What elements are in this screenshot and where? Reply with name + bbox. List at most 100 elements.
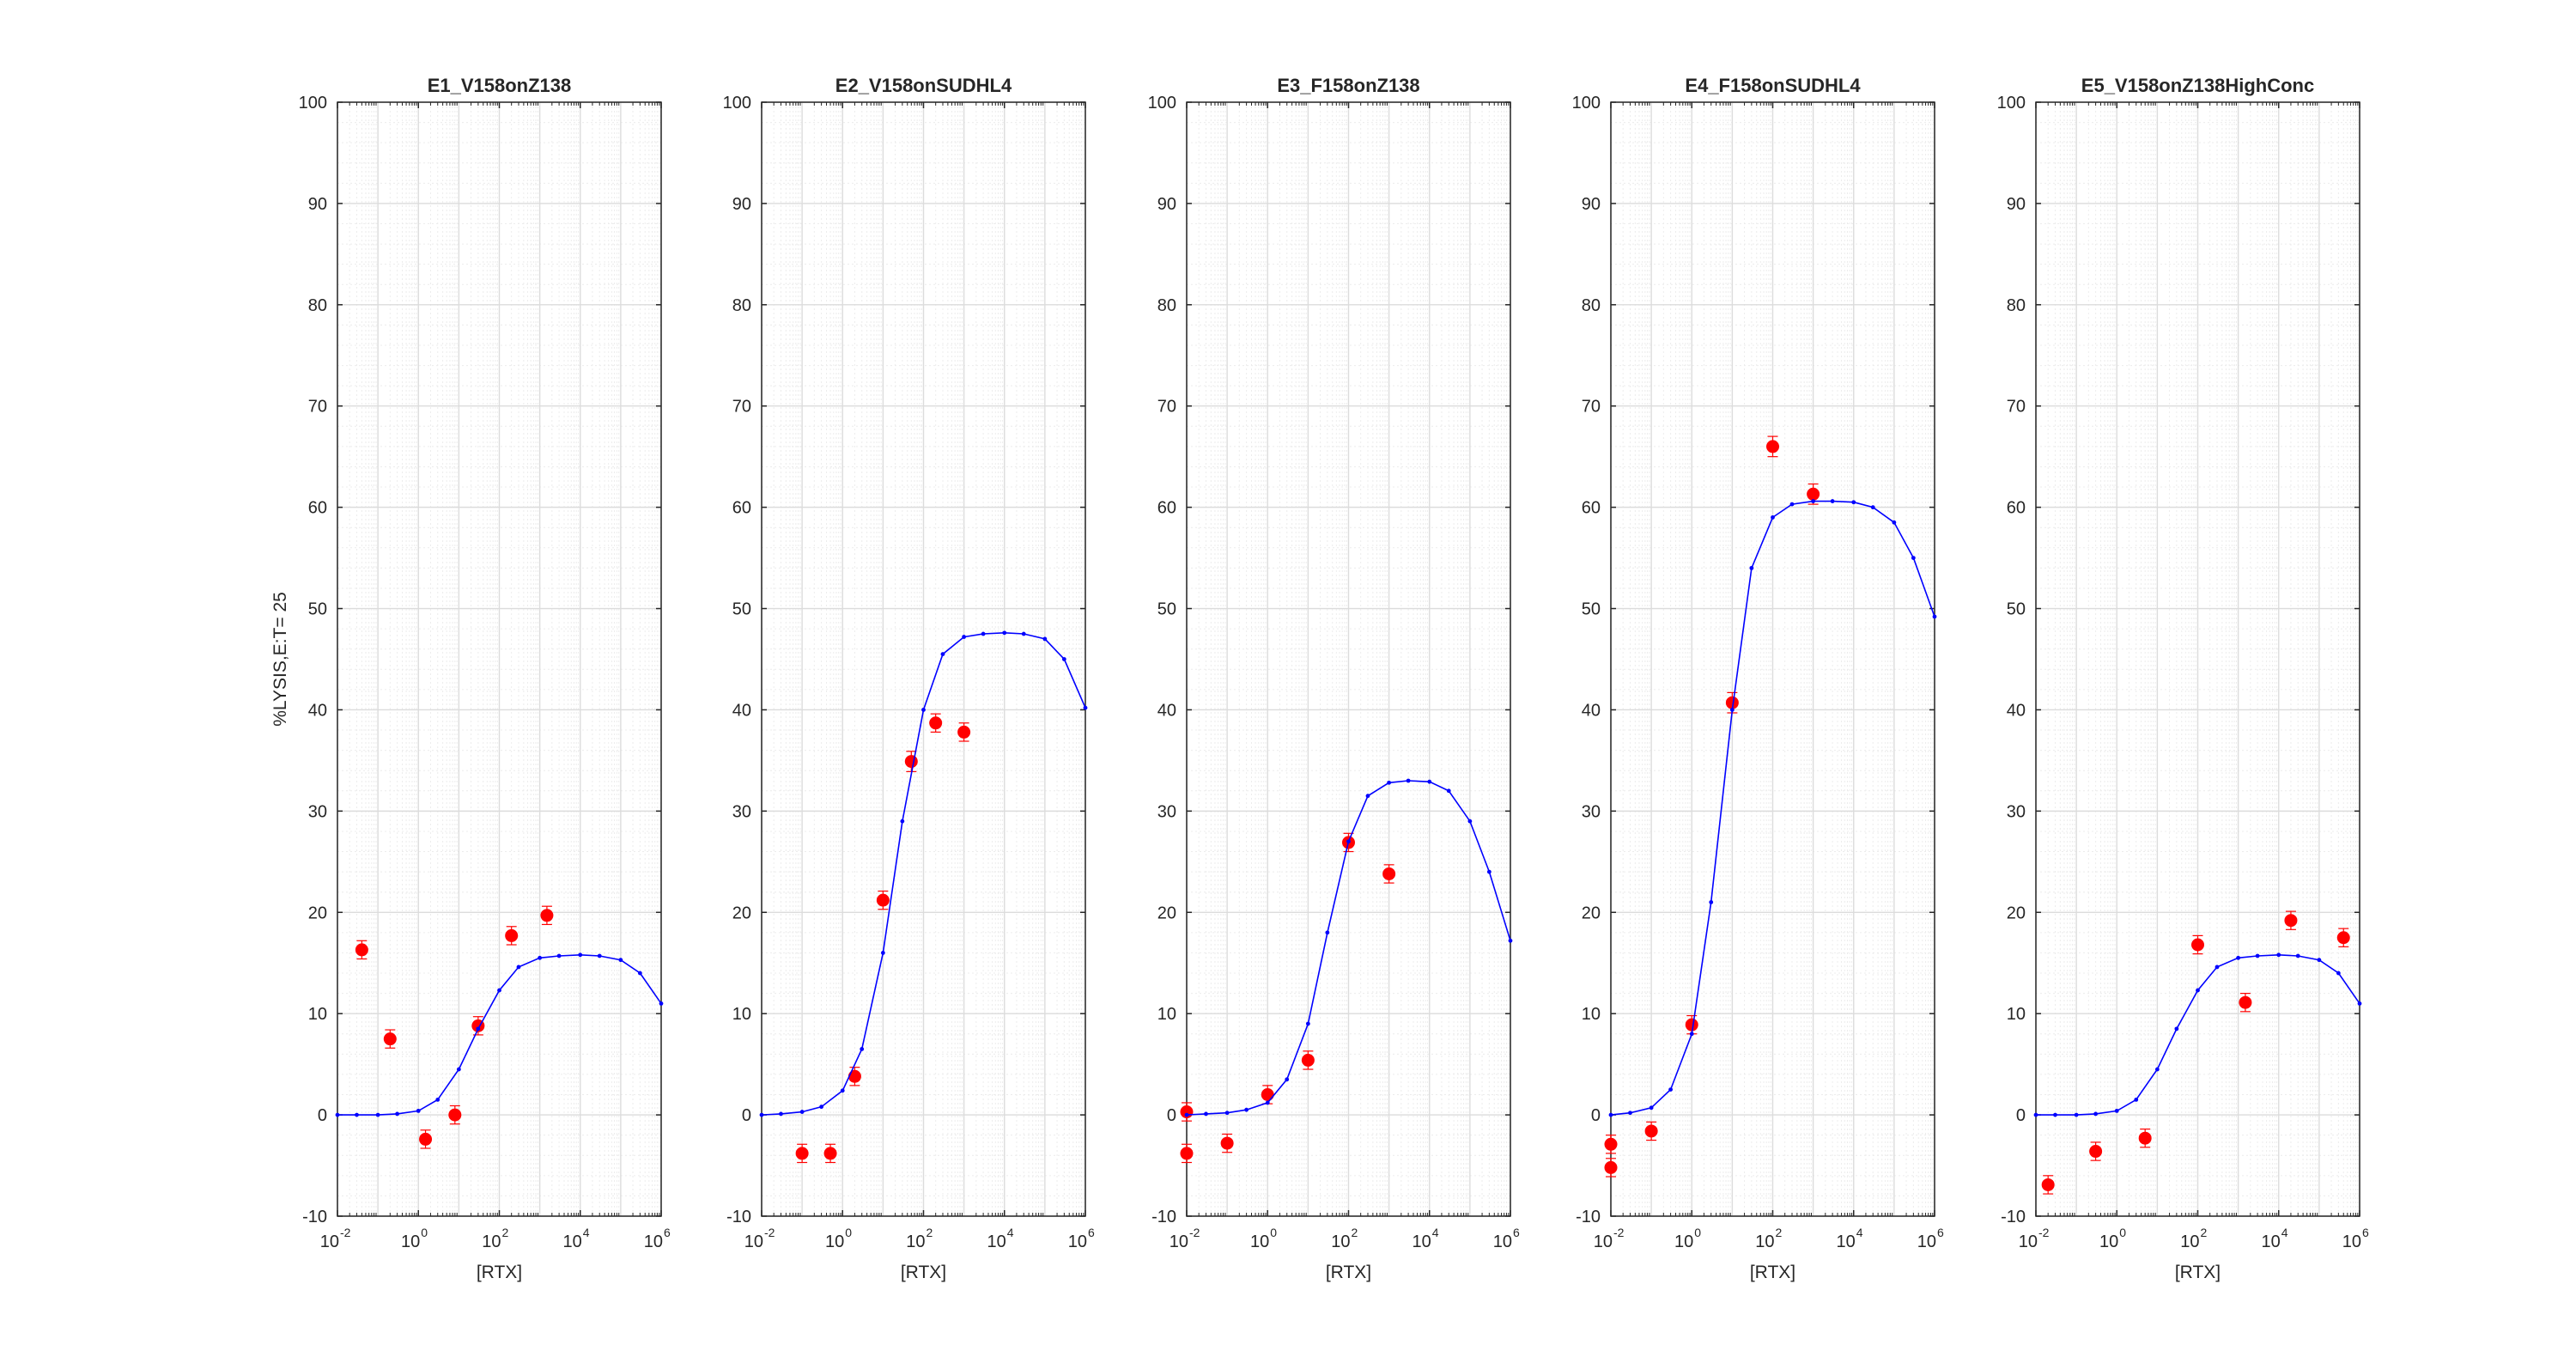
data-point bbox=[1644, 1124, 1658, 1138]
fit-point bbox=[1851, 500, 1856, 505]
fit-point bbox=[1184, 1112, 1189, 1117]
x-tick-label: 10 bbox=[2180, 1232, 2199, 1251]
x-tick-label: 10 bbox=[744, 1232, 763, 1251]
data-point bbox=[823, 1147, 837, 1160]
fit-point bbox=[1265, 1100, 1270, 1105]
x-tick-label: 10 bbox=[2262, 1232, 2281, 1251]
data-point bbox=[448, 1108, 462, 1122]
y-tick-label: 90 bbox=[732, 195, 751, 214]
x-tick-exponent: 6 bbox=[1513, 1226, 1520, 1239]
y-tick-label: 0 bbox=[742, 1106, 751, 1125]
data-point bbox=[904, 755, 918, 769]
fit-point bbox=[900, 819, 905, 824]
data-point bbox=[355, 943, 368, 957]
data-point bbox=[2284, 914, 2298, 928]
y-tick-label: 80 bbox=[2007, 296, 2026, 315]
y-tick-label: 70 bbox=[2007, 398, 2026, 417]
fit-point bbox=[2255, 953, 2260, 958]
data-point bbox=[848, 1069, 861, 1083]
x-tick-label: 10 bbox=[2019, 1232, 2038, 1251]
y-tick-label: 100 bbox=[1572, 94, 1601, 113]
y-tick-label: 90 bbox=[1157, 195, 1176, 214]
y-tick-label: 40 bbox=[308, 701, 327, 720]
fit-point bbox=[1365, 794, 1370, 799]
data-point bbox=[929, 716, 943, 730]
chart-title: E3_F158onZ138 bbox=[1277, 75, 1419, 96]
x-tick-label: 10 bbox=[1331, 1232, 1350, 1251]
x-tick-exponent: 2 bbox=[1352, 1226, 1358, 1239]
fit-point bbox=[497, 988, 501, 993]
y-tick-label: 60 bbox=[308, 499, 327, 518]
y-tick-label: 80 bbox=[1157, 296, 1176, 315]
x-tick-exponent: 6 bbox=[664, 1226, 671, 1239]
fit-point bbox=[1771, 515, 1775, 520]
fit-point bbox=[335, 1112, 340, 1117]
x-tick-label: 10 bbox=[1755, 1232, 1774, 1251]
y-tick-label: 70 bbox=[308, 398, 327, 417]
y-tick-label: 80 bbox=[308, 296, 327, 315]
y-tick-label: 70 bbox=[1582, 398, 1601, 417]
data-point bbox=[419, 1132, 433, 1146]
fit-point bbox=[2336, 971, 2341, 976]
fit-point bbox=[981, 631, 986, 636]
x-tick-exponent: 0 bbox=[2119, 1226, 2126, 1239]
fit-point bbox=[1892, 520, 1897, 525]
y-tick-label: 60 bbox=[1157, 499, 1176, 518]
x-tick-label: 10 bbox=[320, 1232, 339, 1251]
fit-point bbox=[578, 952, 583, 958]
x-tick-label: 10 bbox=[644, 1232, 663, 1251]
fit-point bbox=[1224, 1111, 1230, 1116]
y-tick-label: 90 bbox=[1582, 195, 1601, 214]
x-tick-label: 10 bbox=[1493, 1232, 1512, 1251]
fit-point bbox=[759, 1112, 764, 1117]
data-point bbox=[1604, 1137, 1618, 1151]
fit-point bbox=[516, 965, 521, 970]
data-point bbox=[1180, 1147, 1194, 1160]
fit-point bbox=[1628, 1111, 1632, 1116]
y-tick-label: 10 bbox=[1582, 1005, 1601, 1024]
fit-point bbox=[1608, 1112, 1613, 1117]
fit-point bbox=[1325, 930, 1330, 935]
data-point bbox=[876, 893, 890, 907]
y-tick-label: 40 bbox=[2007, 701, 2026, 720]
fit-point bbox=[395, 1111, 400, 1117]
y-tick-label: 20 bbox=[2007, 904, 2026, 922]
x-tick-label: 10 bbox=[906, 1232, 925, 1251]
fit-point bbox=[2317, 958, 2322, 963]
y-tick-label: 0 bbox=[1591, 1106, 1601, 1125]
fit-point bbox=[1204, 1111, 1208, 1117]
x-tick-exponent: 4 bbox=[2281, 1226, 2288, 1239]
y-tick-label: 50 bbox=[732, 600, 751, 619]
fit-point bbox=[375, 1112, 380, 1117]
fit-point bbox=[1387, 780, 1392, 785]
y-tick-label: -10 bbox=[1151, 1208, 1176, 1226]
x-tick-label: 10 bbox=[2099, 1232, 2118, 1251]
data-point bbox=[2191, 938, 2204, 952]
y-tick-label: 70 bbox=[732, 398, 751, 417]
fit-point bbox=[1305, 1021, 1310, 1026]
data-point bbox=[1220, 1136, 1234, 1150]
y-tick-label: 0 bbox=[318, 1106, 327, 1125]
y-tick-label: 10 bbox=[308, 1005, 327, 1024]
data-point bbox=[1382, 867, 1396, 880]
fit-point bbox=[1729, 708, 1735, 712]
data-point bbox=[2041, 1178, 2055, 1191]
y-tick-label: 30 bbox=[732, 802, 751, 821]
y-tick-label: 10 bbox=[732, 1005, 751, 1024]
fit-point bbox=[2236, 955, 2241, 960]
fit-point bbox=[1668, 1087, 1674, 1092]
x-tick-exponent: 0 bbox=[845, 1226, 852, 1239]
data-point bbox=[2089, 1145, 2103, 1159]
y-tick-label: 30 bbox=[1157, 802, 1176, 821]
y-tick-label: -10 bbox=[2001, 1208, 2026, 1226]
fit-point bbox=[597, 953, 602, 958]
data-point bbox=[505, 928, 519, 942]
y-tick-label: 50 bbox=[2007, 600, 2026, 619]
x-tick-exponent: 2 bbox=[927, 1226, 933, 1239]
y-tick-label: 40 bbox=[1157, 701, 1176, 720]
data-point bbox=[1604, 1160, 1618, 1174]
data-point bbox=[383, 1032, 397, 1046]
y-tick-label: 0 bbox=[1167, 1106, 1176, 1125]
